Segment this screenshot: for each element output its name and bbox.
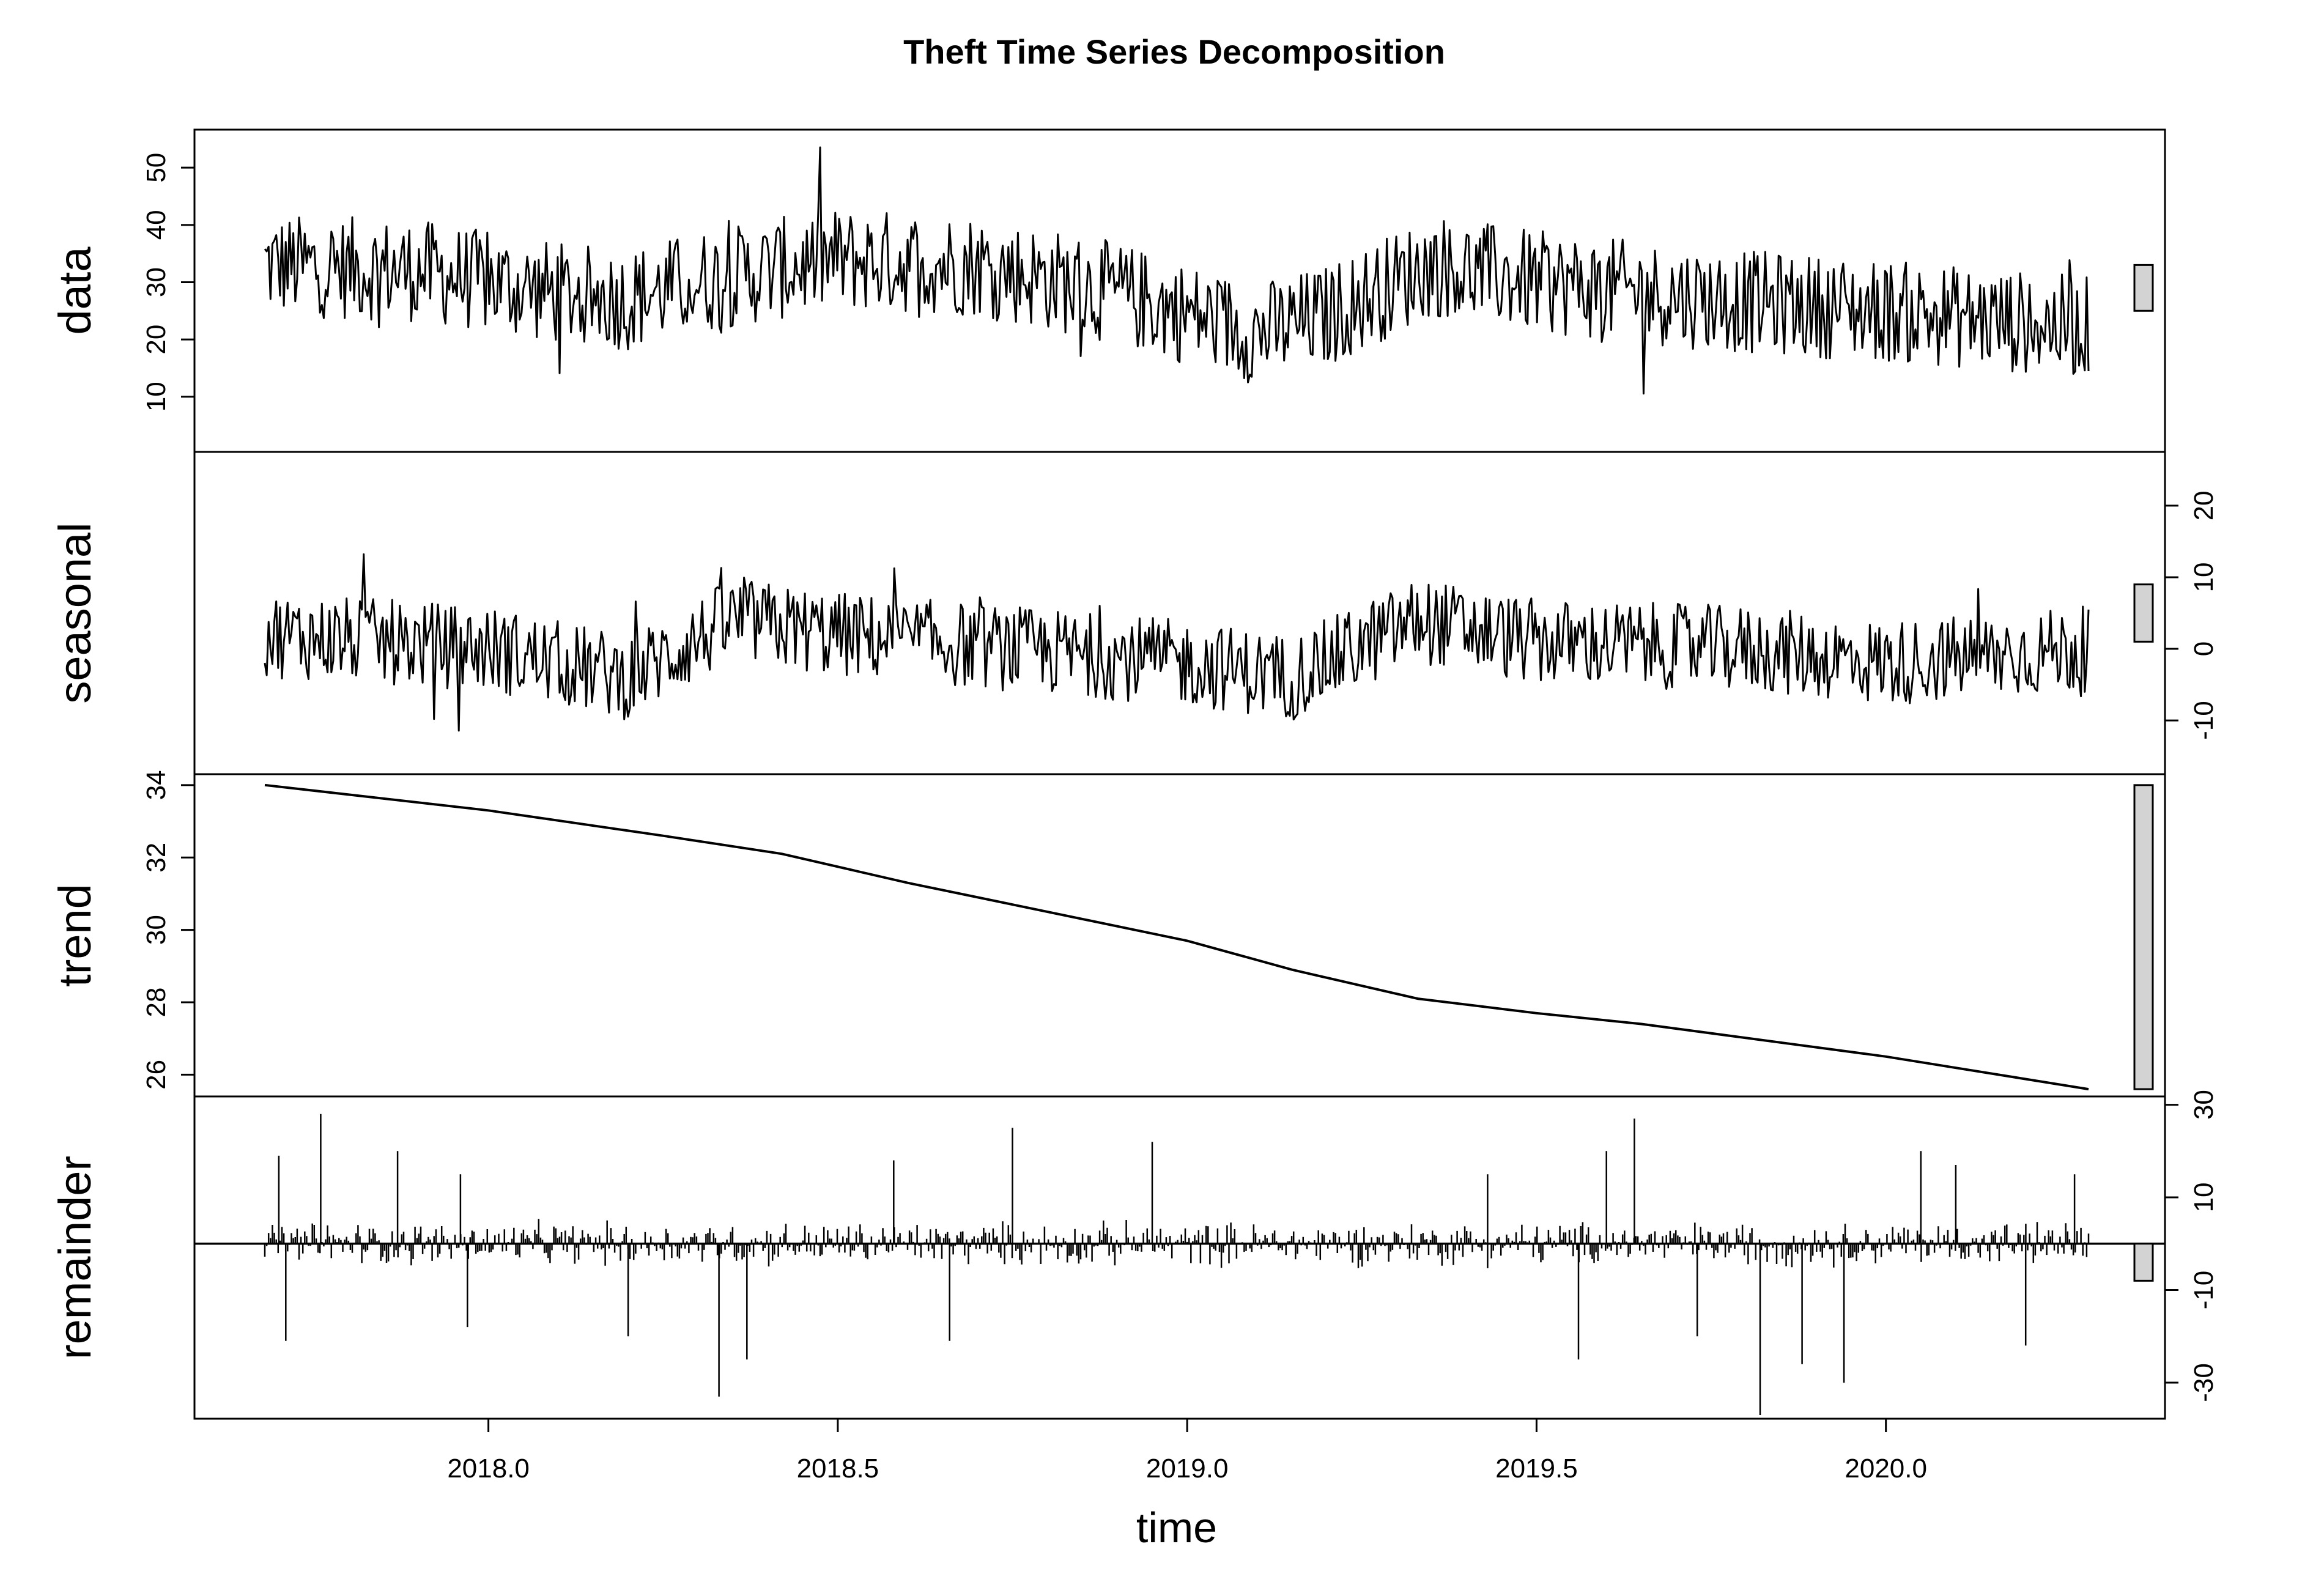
remainder-tick-label: -10 [2189,1271,2219,1310]
chart-title: Theft Time Series Decomposition [903,32,1445,71]
panel-trend: 26 28 30 32 34 trend [50,770,2166,1098]
seasonal-tick-label: 10 [2189,563,2219,593]
trend-tick-label: 30 [141,915,171,945]
trend-frame [193,773,2166,1098]
x-tick-label: 2018.0 [447,1454,530,1484]
data-tick-label: 10 [141,382,171,412]
data-tick-label: 20 [141,325,171,355]
trend-line [264,783,2089,1091]
trend-tick-label: 34 [141,770,171,800]
trend-tick-label: 32 [141,843,171,873]
x-tick-label: 2018.5 [797,1454,879,1484]
seasonal-tick-label: -10 [2189,701,2219,740]
x-axis-label: time [1136,1504,1217,1551]
remainder-panel-label: remainder [50,1156,100,1359]
seasonal-frame [193,451,2166,775]
data-range-bar [2133,264,2154,312]
x-tick-label: 2019.0 [1146,1454,1229,1484]
seasonal-tick-label: 20 [2189,490,2219,520]
panel-seasonal: -10 0 10 20 seasonal [50,451,2219,775]
data-tick-label: 40 [141,210,171,240]
data-tick-label: 50 [141,153,171,183]
trend-tick-label: 28 [141,988,171,1018]
seasonal-line [264,553,2090,732]
seasonal-range-bar [2133,583,2154,643]
trend-tick-label: 26 [141,1060,171,1090]
remainder-tick-label: -30 [2189,1363,2219,1402]
trend-panel-label: trend [50,884,100,987]
panels-layer: 10 20 30 40 50 data -10 0 10 20 seasonal 26 28 30 32 34… [50,128,2219,1420]
remainder-tick-label: 30 [2189,1090,2219,1120]
remainder-bars [264,1114,2090,1415]
remainder-frame [193,1095,2166,1420]
panel-remainder: -30 -10 10 30 remainder [50,1090,2219,1420]
seasonal-panel-label: seasonal [50,522,100,703]
x-tick-label: 2020.0 [1845,1454,1927,1484]
remainder-range-bar [2133,1243,2154,1282]
data-tick-label: 30 [141,267,171,297]
panel-data: 10 20 30 40 50 data [50,128,2166,453]
remainder-tick-label: 10 [2189,1183,2219,1213]
seasonal-tick-label: 0 [2189,641,2219,656]
trend-range-bar [2133,784,2154,1090]
data-line [264,146,2090,395]
x-axis: 2018.0 2018.5 2019.0 2019.5 2020.0 [447,1419,1927,1484]
x-tick-label: 2019.5 [1495,1454,1578,1484]
data-panel-label: data [50,246,100,335]
